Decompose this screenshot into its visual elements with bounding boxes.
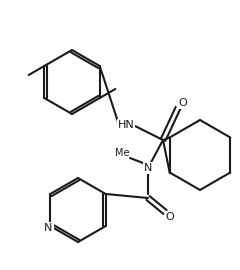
Text: HN: HN: [118, 120, 134, 130]
Text: N: N: [44, 223, 53, 233]
Text: O: O: [179, 98, 187, 108]
Text: O: O: [166, 212, 174, 222]
Text: N: N: [144, 163, 152, 173]
Text: Me: Me: [115, 148, 129, 158]
